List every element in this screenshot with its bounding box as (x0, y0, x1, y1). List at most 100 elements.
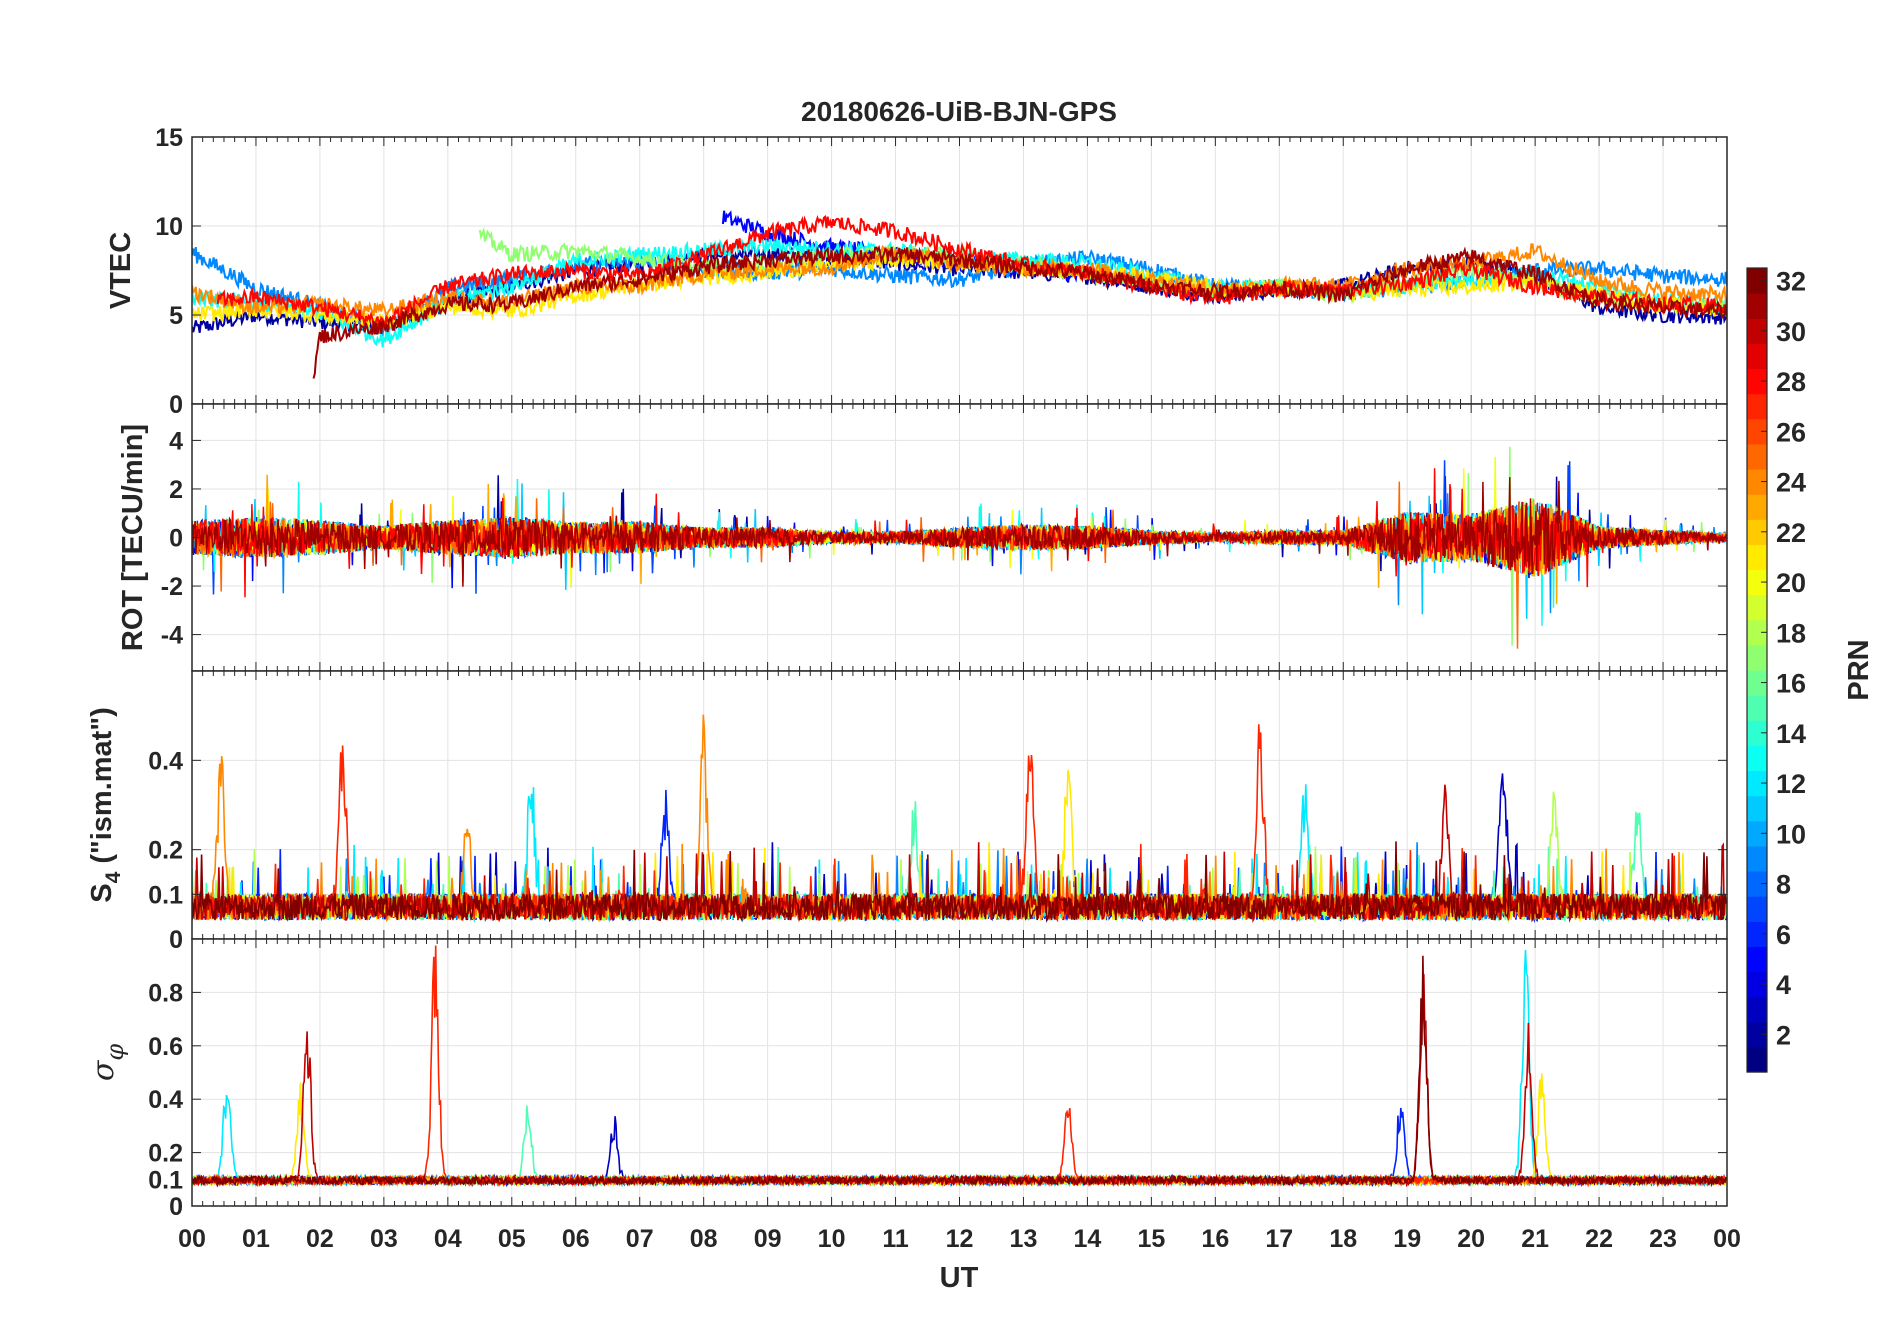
colorbar-swatch-3 (1747, 996, 1767, 1023)
chart-title: 20180626-UiB-BJN-GPS (801, 96, 1117, 127)
series-prn-28 (216, 214, 1727, 328)
x-tick-label: 04 (434, 1225, 462, 1253)
data-series (192, 210, 1727, 379)
colorbar-swatch-27 (1747, 393, 1767, 420)
colorbar-tick-label: 6 (1776, 920, 1791, 950)
x-tick-label: 18 (1329, 1225, 1357, 1253)
data-series (192, 714, 1727, 924)
y-tick-label: 0 (169, 1193, 183, 1221)
colorbar-swatch-25 (1747, 443, 1767, 470)
colorbar-frame (1746, 267, 1768, 1073)
colorbar-label: PRN (1843, 639, 1875, 700)
panel-rot: -4 -2 0 2 4 ROT [TECU/min] (117, 403, 1728, 672)
colorbar-tick-label: 28 (1776, 367, 1806, 397)
colorbar-swatch-30 (1747, 318, 1767, 344)
x-tick-label: 02 (306, 1225, 334, 1253)
colorbar-swatch-20 (1747, 569, 1767, 596)
colorbar-swatch-29 (1747, 343, 1767, 370)
y-tick-label: 2 (169, 476, 183, 504)
colorbar-tick-label: 10 (1776, 819, 1806, 849)
colorbar-tick-label: 4 (1776, 970, 1791, 1000)
x-tick-label: 23 (1649, 1225, 1677, 1253)
y-tick-label: -4 (161, 622, 183, 650)
colorbar-swatch-31 (1747, 293, 1767, 319)
colorbar-swatch-11 (1747, 795, 1767, 822)
x-tick-label: 00 (1713, 1225, 1741, 1253)
colorbar-swatch-28 (1747, 368, 1767, 395)
colorbar-swatch-6 (1747, 921, 1767, 947)
y-tick-label: 10 (155, 213, 183, 241)
x-tick-label: 13 (1010, 1225, 1038, 1253)
colorbar-swatch-1 (1747, 1046, 1767, 1073)
y-tick-label: 0 (169, 525, 183, 553)
x-axis-label: UT (940, 1262, 979, 1294)
x-tick-label: 06 (562, 1225, 590, 1253)
series-prn-31 (192, 477, 1727, 587)
y-axis-label: S4 ("ism.mat") (86, 707, 125, 903)
colorbar-tick-label: 2 (1776, 1020, 1791, 1050)
colorbar-tick-label: 30 (1776, 317, 1806, 347)
colorbar-swatch-5 (1747, 946, 1767, 973)
y-tick-label: 0.8 (148, 979, 183, 1007)
x-tick-label: 03 (370, 1225, 398, 1253)
x-tick-label: 16 (1201, 1225, 1229, 1253)
colorbar-tick-label: 32 (1776, 267, 1806, 297)
x-tick-label: 14 (1074, 1225, 1102, 1253)
colorbar-tick-label: 24 (1776, 468, 1806, 498)
colorbar-swatch-15 (1747, 695, 1767, 721)
colorbar-swatch-13 (1747, 745, 1767, 772)
x-tick-label: 08 (690, 1225, 718, 1253)
y-tick-label: -2 (161, 573, 183, 601)
y-tick-label: 0.4 (148, 747, 183, 775)
colorbar-swatch-32 (1747, 268, 1767, 294)
colorbar-swatch-22 (1747, 519, 1767, 545)
y-tick-label: 0.2 (148, 837, 183, 865)
x-tick-label: 17 (1265, 1225, 1293, 1253)
colorbar-swatch-18 (1747, 619, 1767, 646)
x-tick-label: 00 (178, 1225, 206, 1253)
x-tick-label: 01 (242, 1225, 270, 1253)
colorbar-swatch-26 (1747, 418, 1767, 445)
colorbar-swatch-7 (1747, 896, 1767, 922)
colorbar-tick-label: 26 (1776, 417, 1806, 447)
colorbar-tick-label: 22 (1776, 518, 1806, 548)
colorbar-tick-label: 8 (1776, 870, 1791, 900)
x-tick-label: 05 (498, 1225, 526, 1253)
series-prn-32 (192, 955, 1727, 1188)
colorbar-swatch-12 (1747, 770, 1767, 797)
colorbar-tick-label: 20 (1776, 568, 1806, 598)
x-tick-label: 11 (882, 1225, 909, 1253)
y-tick-label: 0 (169, 391, 183, 419)
y-tick-label: 15 (155, 124, 183, 152)
colorbar-tick-label: 12 (1776, 769, 1806, 799)
x-tick-label: 07 (626, 1225, 654, 1253)
y-axis-label: VTEC (105, 232, 137, 309)
y-tick-label: 0 (169, 926, 183, 954)
y-tick-label: 4 (169, 427, 183, 455)
panel-s4: 0 0.1 0.2 0.4 S4 ("ism.mat") (86, 670, 1728, 954)
colorbar-tick-label: 18 (1776, 618, 1806, 648)
colorbar-swatch-23 (1747, 494, 1767, 520)
y-tick-label: 0.2 (148, 1140, 183, 1168)
colorbar-swatch-24 (1747, 469, 1767, 495)
colorbar-swatch-2 (1747, 1021, 1767, 1048)
colorbar-swatch-10 (1747, 820, 1767, 847)
y-tick-label: 5 (169, 302, 183, 330)
y-tick-label: 0.1 (148, 881, 183, 909)
panel-vtec: 0 5 10 15 VTEC (105, 124, 1728, 419)
y-tick-label: 0.6 (148, 1033, 183, 1061)
series-prn-32 (192, 841, 1727, 923)
x-tick-label: 22 (1585, 1225, 1613, 1253)
colorbar-swatch-19 (1747, 594, 1767, 621)
x-tick-label: 21 (1521, 1225, 1549, 1253)
colorbar-tick-label: 14 (1776, 719, 1806, 749)
x-tick-label: 15 (1137, 1225, 1165, 1253)
colorbar-swatch-9 (1747, 845, 1767, 872)
panel-sigma_phi: 00.10.2 0.4 0.6 0.8 σφ (86, 938, 1728, 1221)
colorbar-swatch-17 (1747, 644, 1767, 671)
colorbar-swatch-16 (1747, 670, 1767, 696)
x-tick-label: 20 (1457, 1225, 1485, 1253)
